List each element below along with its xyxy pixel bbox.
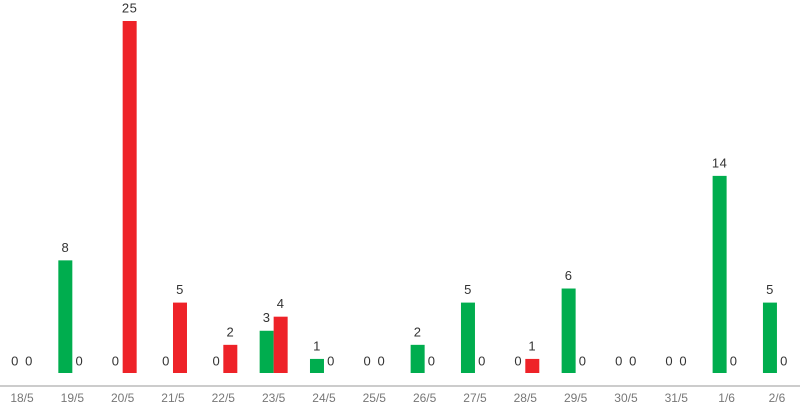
data-label: 5 [464,282,472,297]
x-tick-label: 21/5 [161,391,185,405]
x-tick-label: 22/5 [212,391,236,405]
data-label: 0 [478,353,486,368]
data-label: 0 [780,353,788,368]
data-label: 14 [712,155,727,170]
bar [561,288,576,373]
data-label: 8 [61,240,69,255]
data-label: 5 [176,282,184,297]
x-tick-label: 31/5 [665,391,689,405]
bar [172,302,187,373]
data-label: 0 [615,353,623,368]
data-label: 0 [212,353,220,368]
x-tick-label: 28/5 [514,391,538,405]
data-label: 0 [665,353,673,368]
data-label: 25 [122,0,137,15]
x-tick-label: 2/6 [769,391,786,405]
bar [223,344,238,373]
x-tick-label: 30/5 [614,391,638,405]
data-label: 1 [528,338,536,353]
data-label: 0 [25,353,33,368]
bar [525,358,540,373]
data-label: 0 [730,353,738,368]
data-label: 5 [766,282,774,297]
bar [58,260,73,373]
x-tick-label: 27/5 [463,391,487,405]
data-label: 0 [428,353,436,368]
bar [762,302,777,373]
data-label: 0 [629,353,637,368]
x-tick-label: 23/5 [262,391,286,405]
bar [410,344,425,373]
data-label: 6 [565,268,573,283]
x-tick-label: 19/5 [61,391,85,405]
data-label: 0 [162,353,170,368]
data-label: 0 [679,353,687,368]
bar [309,358,324,373]
data-label: 0 [112,353,120,368]
bar [460,302,475,373]
data-label: 0 [75,353,83,368]
data-label: 0 [579,353,587,368]
x-tick-label: 25/5 [363,391,387,405]
data-label: 0 [11,353,19,368]
data-label: 2 [414,324,422,339]
data-label: 0 [377,353,385,368]
x-tick-label: 26/5 [413,391,437,405]
data-label: 1 [313,338,321,353]
data-label: 0 [363,353,371,368]
data-label: 4 [277,296,285,311]
bar [259,330,274,373]
bar [273,316,288,373]
bar [712,175,727,373]
bar [122,21,137,373]
x-tick-label: 24/5 [312,391,336,405]
data-label: 0 [514,353,522,368]
x-tick-label: 18/5 [10,391,34,405]
data-label: 3 [263,310,271,325]
x-tick-label: 29/5 [564,391,588,405]
x-tick-label: 1/6 [718,391,735,405]
data-label: 2 [226,324,234,339]
data-label: 0 [327,353,335,368]
x-tick-label: 20/5 [111,391,135,405]
